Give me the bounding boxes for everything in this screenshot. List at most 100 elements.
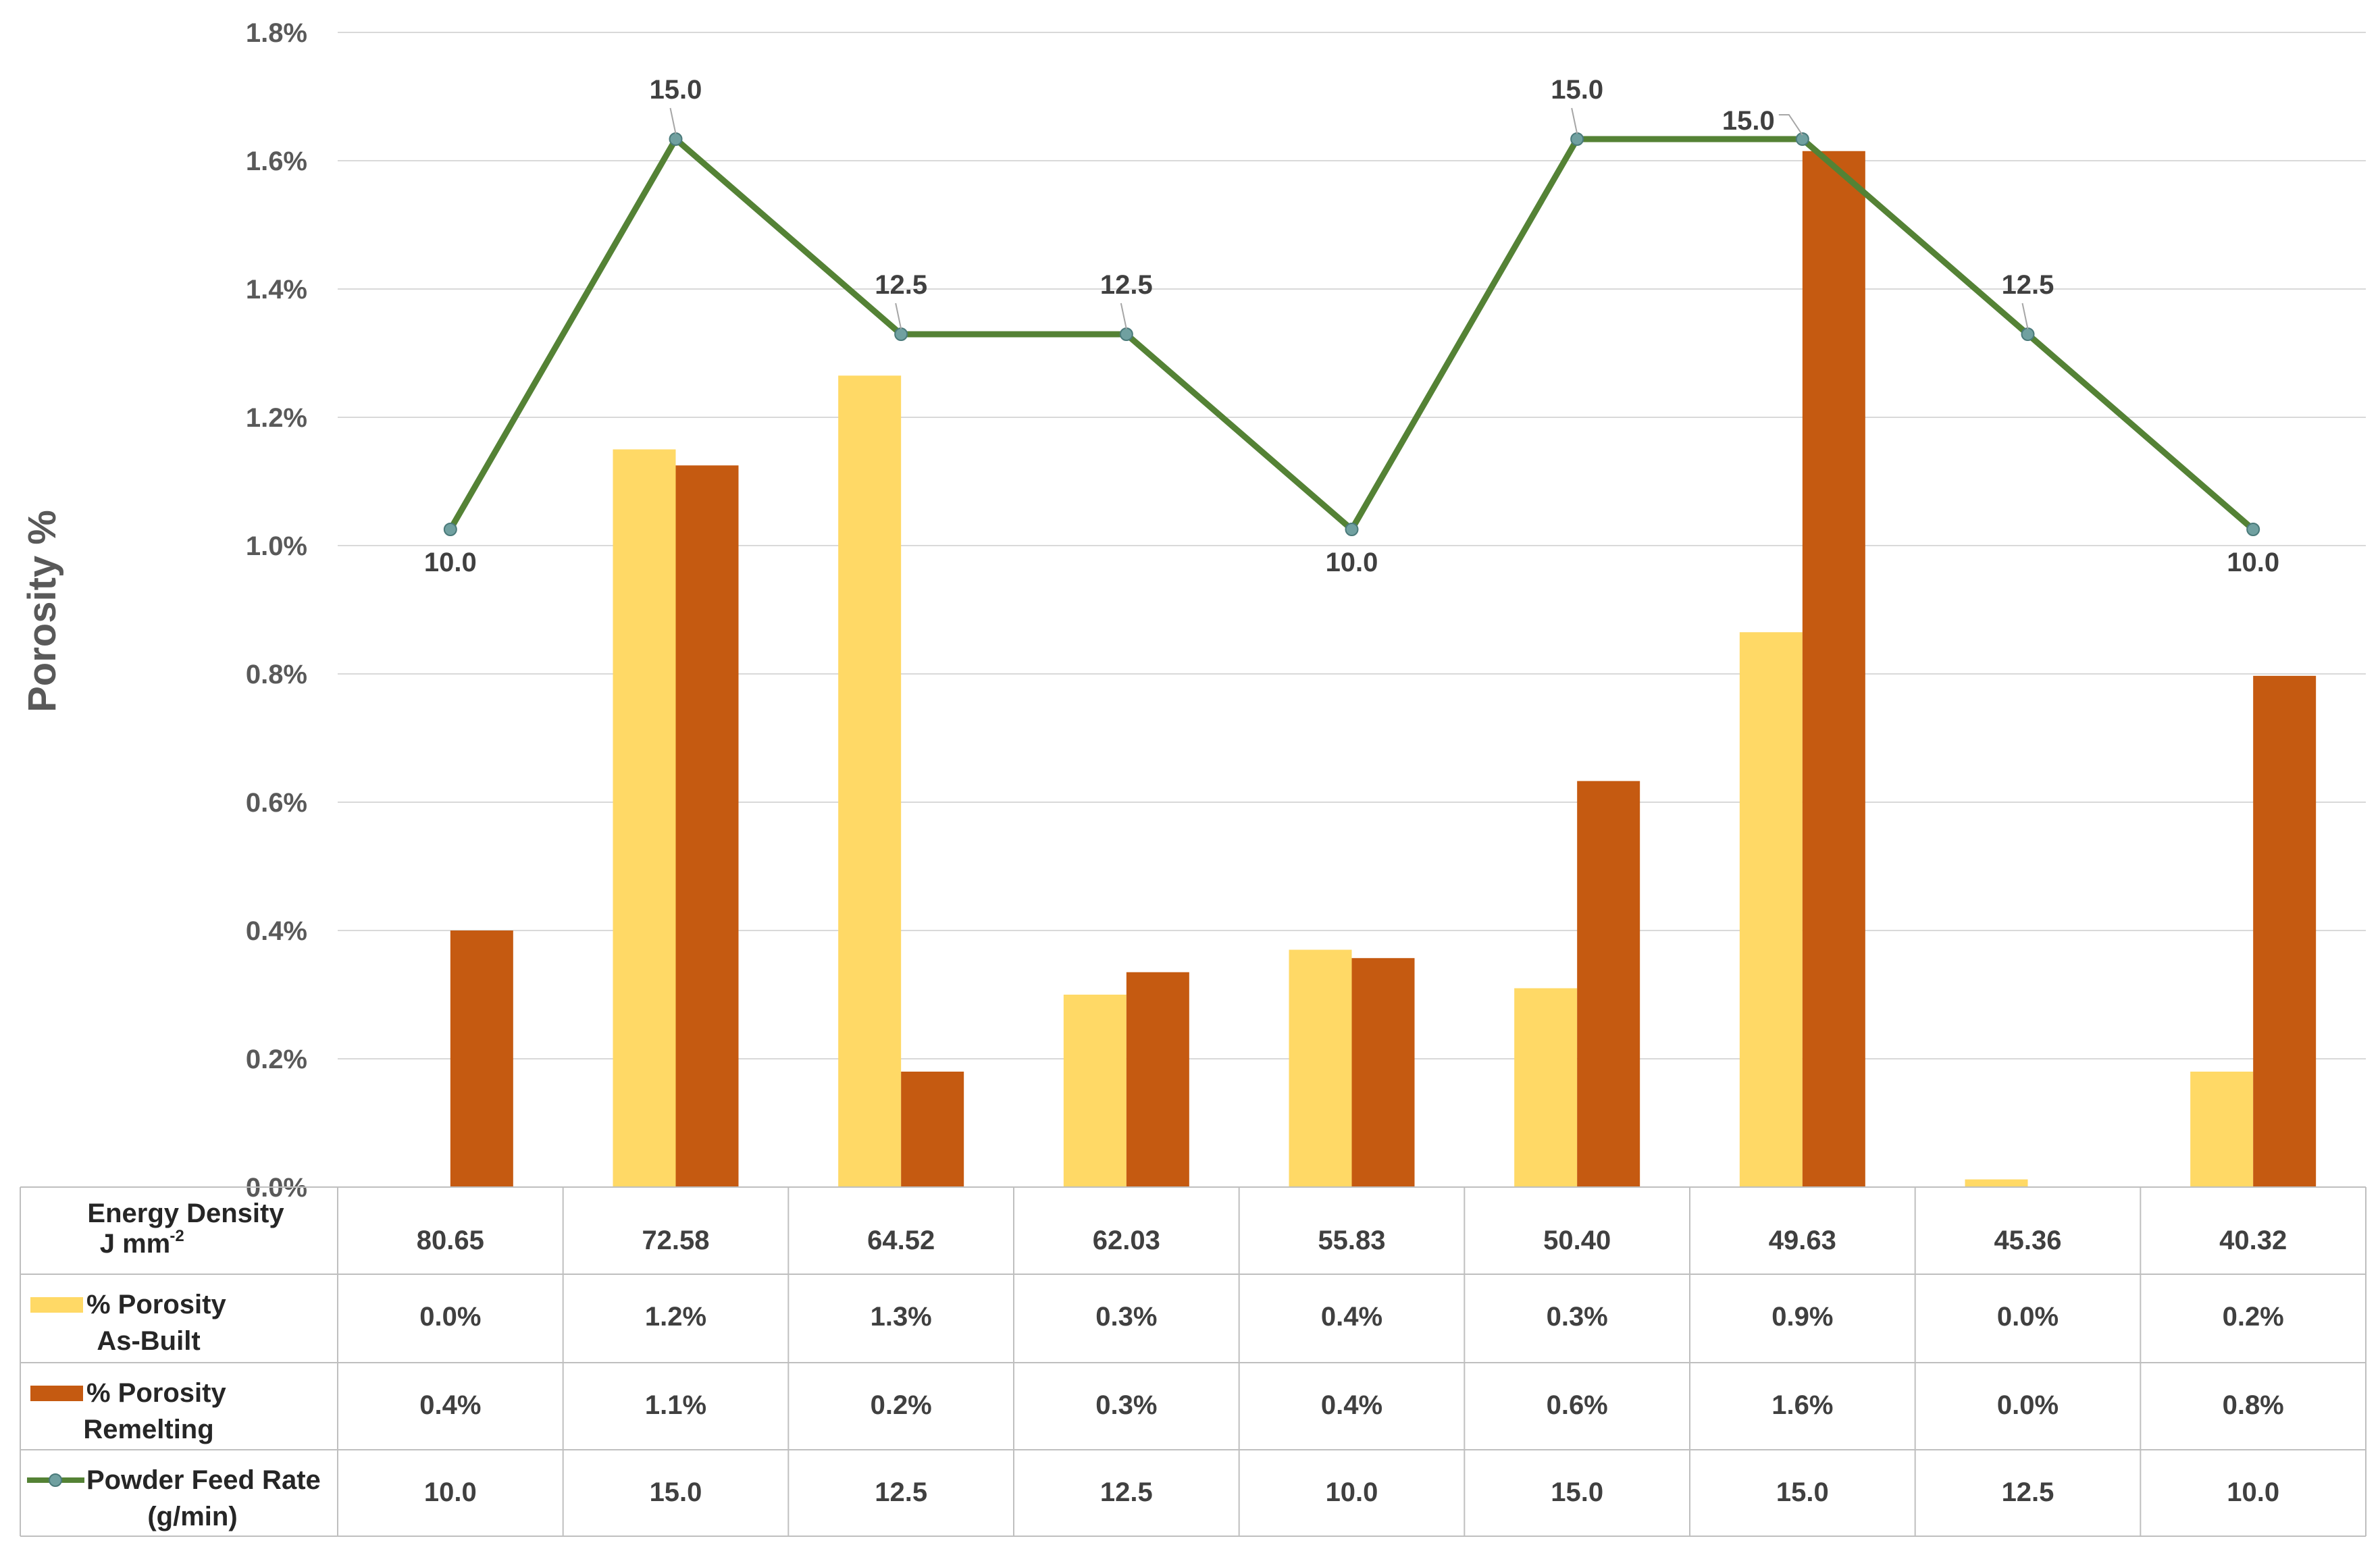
bar-remelting — [1126, 972, 1189, 1187]
y-tick-label: 0.4% — [246, 916, 307, 946]
feed-rate-data-label: 15.0 — [650, 75, 702, 105]
label-leader-line — [669, 107, 677, 134]
table-value-cell: 12.5 — [1100, 1477, 1153, 1507]
table-value-cell: 0.4% — [1321, 1302, 1382, 1332]
feed-rate-data-label: 12.5 — [2002, 270, 2054, 300]
feed-rate-marker — [1119, 327, 1133, 341]
table-value-cell: 15.0 — [1551, 1477, 1603, 1507]
label-leader-line — [2021, 303, 2029, 330]
table-value-cell: 0.4% — [1321, 1390, 1382, 1420]
category-cell: 62.03 — [1093, 1226, 1160, 1255]
table-value-cell: 0.2% — [2223, 1302, 2284, 1332]
table-value-cell: 1.1% — [645, 1390, 706, 1420]
feed-rate-marker — [669, 132, 683, 146]
y-tick-label: 1.8% — [246, 18, 307, 48]
category-cell: 72.58 — [642, 1226, 709, 1255]
table-value-cell: 1.3% — [871, 1302, 932, 1332]
y-tick-label: 1.0% — [246, 531, 307, 561]
table-value-cell: 0.2% — [871, 1390, 932, 1420]
y-tick-label: 0.2% — [246, 1045, 307, 1074]
label-leader-line — [895, 303, 902, 330]
table-value-cell: 0.3% — [1095, 1302, 1157, 1332]
legend-marker-swatch — [49, 1473, 62, 1487]
table-value-cell: 0.3% — [1095, 1390, 1157, 1420]
y-tick-label: 1.6% — [246, 147, 307, 176]
bar-as-built — [1739, 632, 1803, 1187]
feed-rate-marker — [443, 523, 457, 536]
table-value-cell: 15.0 — [650, 1477, 702, 1507]
bar-as-built — [2190, 1072, 2254, 1187]
feed-rate-marker — [1795, 132, 1809, 146]
bar-remelting — [901, 1072, 964, 1187]
feed-rate-data-label: 15.0 — [1722, 106, 1775, 136]
feed-rate-data-label: 12.5 — [1100, 270, 1153, 300]
table-value-cell: 0.6% — [1547, 1390, 1608, 1420]
category-cell: 45.36 — [1994, 1226, 2061, 1255]
table-value-cell: 0.3% — [1547, 1302, 1608, 1332]
table-value-cell: 0.4% — [419, 1390, 481, 1420]
table-value-cell: 0.0% — [419, 1302, 481, 1332]
feed-rate-marker — [1570, 132, 1584, 146]
bar-as-built — [613, 449, 676, 1187]
bar-remelting — [2253, 675, 2317, 1187]
label-leader-line — [1778, 114, 1803, 136]
category-cell: 49.63 — [1769, 1226, 1836, 1255]
feed-rate-marker — [894, 327, 908, 341]
feed-rate-data-label: 15.0 — [1551, 75, 1603, 105]
table-value-cell: 1.6% — [1771, 1390, 1833, 1420]
bars — [450, 151, 2317, 1187]
legend-bar-swatch — [30, 1297, 83, 1313]
label-leader-line — [1120, 303, 1127, 330]
bar-remelting — [1802, 151, 1865, 1187]
feed-rate-marker — [2246, 523, 2260, 536]
table-value-cell: 12.5 — [875, 1477, 927, 1507]
y-tick-label: 1.2% — [246, 403, 307, 433]
legend-bar-swatch — [30, 1386, 83, 1401]
y-tick-label: 0.6% — [246, 788, 307, 818]
category-cell: 64.52 — [867, 1226, 935, 1255]
feed-rate-data-label: 10.0 — [2227, 548, 2279, 577]
table-value-cell: 0.0% — [1997, 1390, 2059, 1420]
legend-label: Powder Feed Rate — [86, 1465, 321, 1495]
y-tick-label: 0.8% — [246, 660, 307, 689]
category-cell: 40.32 — [2219, 1226, 2287, 1255]
y-tick-label: 1.4% — [246, 275, 307, 305]
table-value-cell: 10.0 — [1326, 1477, 1378, 1507]
feed-rate-data-label: 12.5 — [875, 270, 927, 300]
feed-rate-marker — [2021, 327, 2035, 341]
table-value-cell: 0.8% — [2223, 1390, 2284, 1420]
table-value-cell: 10.0 — [424, 1477, 477, 1507]
bar-as-built — [1514, 988, 1578, 1187]
bar-remelting — [675, 465, 739, 1187]
category-header-label: Energy Density — [87, 1199, 284, 1228]
label-leader-line — [1571, 107, 1578, 134]
table-value-cell: 12.5 — [2002, 1477, 2054, 1507]
feed-rate-data-label: 10.0 — [424, 548, 477, 577]
bar-as-built — [1063, 995, 1127, 1187]
bar-remelting — [450, 930, 513, 1187]
category-header-unit: J mm — [100, 1229, 171, 1259]
category-cell: 50.40 — [1543, 1226, 1611, 1255]
legend-label: % Porosity — [86, 1290, 226, 1319]
bar-as-built — [838, 375, 902, 1187]
category-cell: 55.83 — [1318, 1226, 1385, 1255]
bar-as-built — [1289, 949, 1352, 1187]
table-value-cell: 10.0 — [2227, 1477, 2279, 1507]
legend-label-line2: (g/min) — [147, 1502, 237, 1531]
legend-label-line2: Remelting — [83, 1415, 213, 1444]
bar-remelting — [1351, 958, 1415, 1187]
feed-rate-data-label: 10.0 — [1326, 548, 1378, 577]
bar-as-built — [1965, 1179, 2028, 1187]
y-axis-ticks: 0.0%0.2%0.4%0.6%0.8%1.0%1.2%1.4%1.6%1.8% — [246, 18, 307, 1203]
legend-label-line2: As-Built — [97, 1326, 200, 1356]
bar-remelting — [1577, 781, 1640, 1187]
legend-label: % Porosity — [86, 1378, 226, 1408]
table-value-cell: 15.0 — [1776, 1477, 1829, 1507]
table-value-cell: 1.2% — [645, 1302, 706, 1332]
feed-rate-line: 10.0 15.0 12.5 12.5 10.0 15.0 15.0 12.5 10.0 — [424, 75, 2279, 577]
y-axis-label: Porosity % — [20, 510, 64, 712]
category-cell: 80.65 — [417, 1226, 484, 1255]
table-value-cell: 0.9% — [1771, 1302, 1833, 1332]
